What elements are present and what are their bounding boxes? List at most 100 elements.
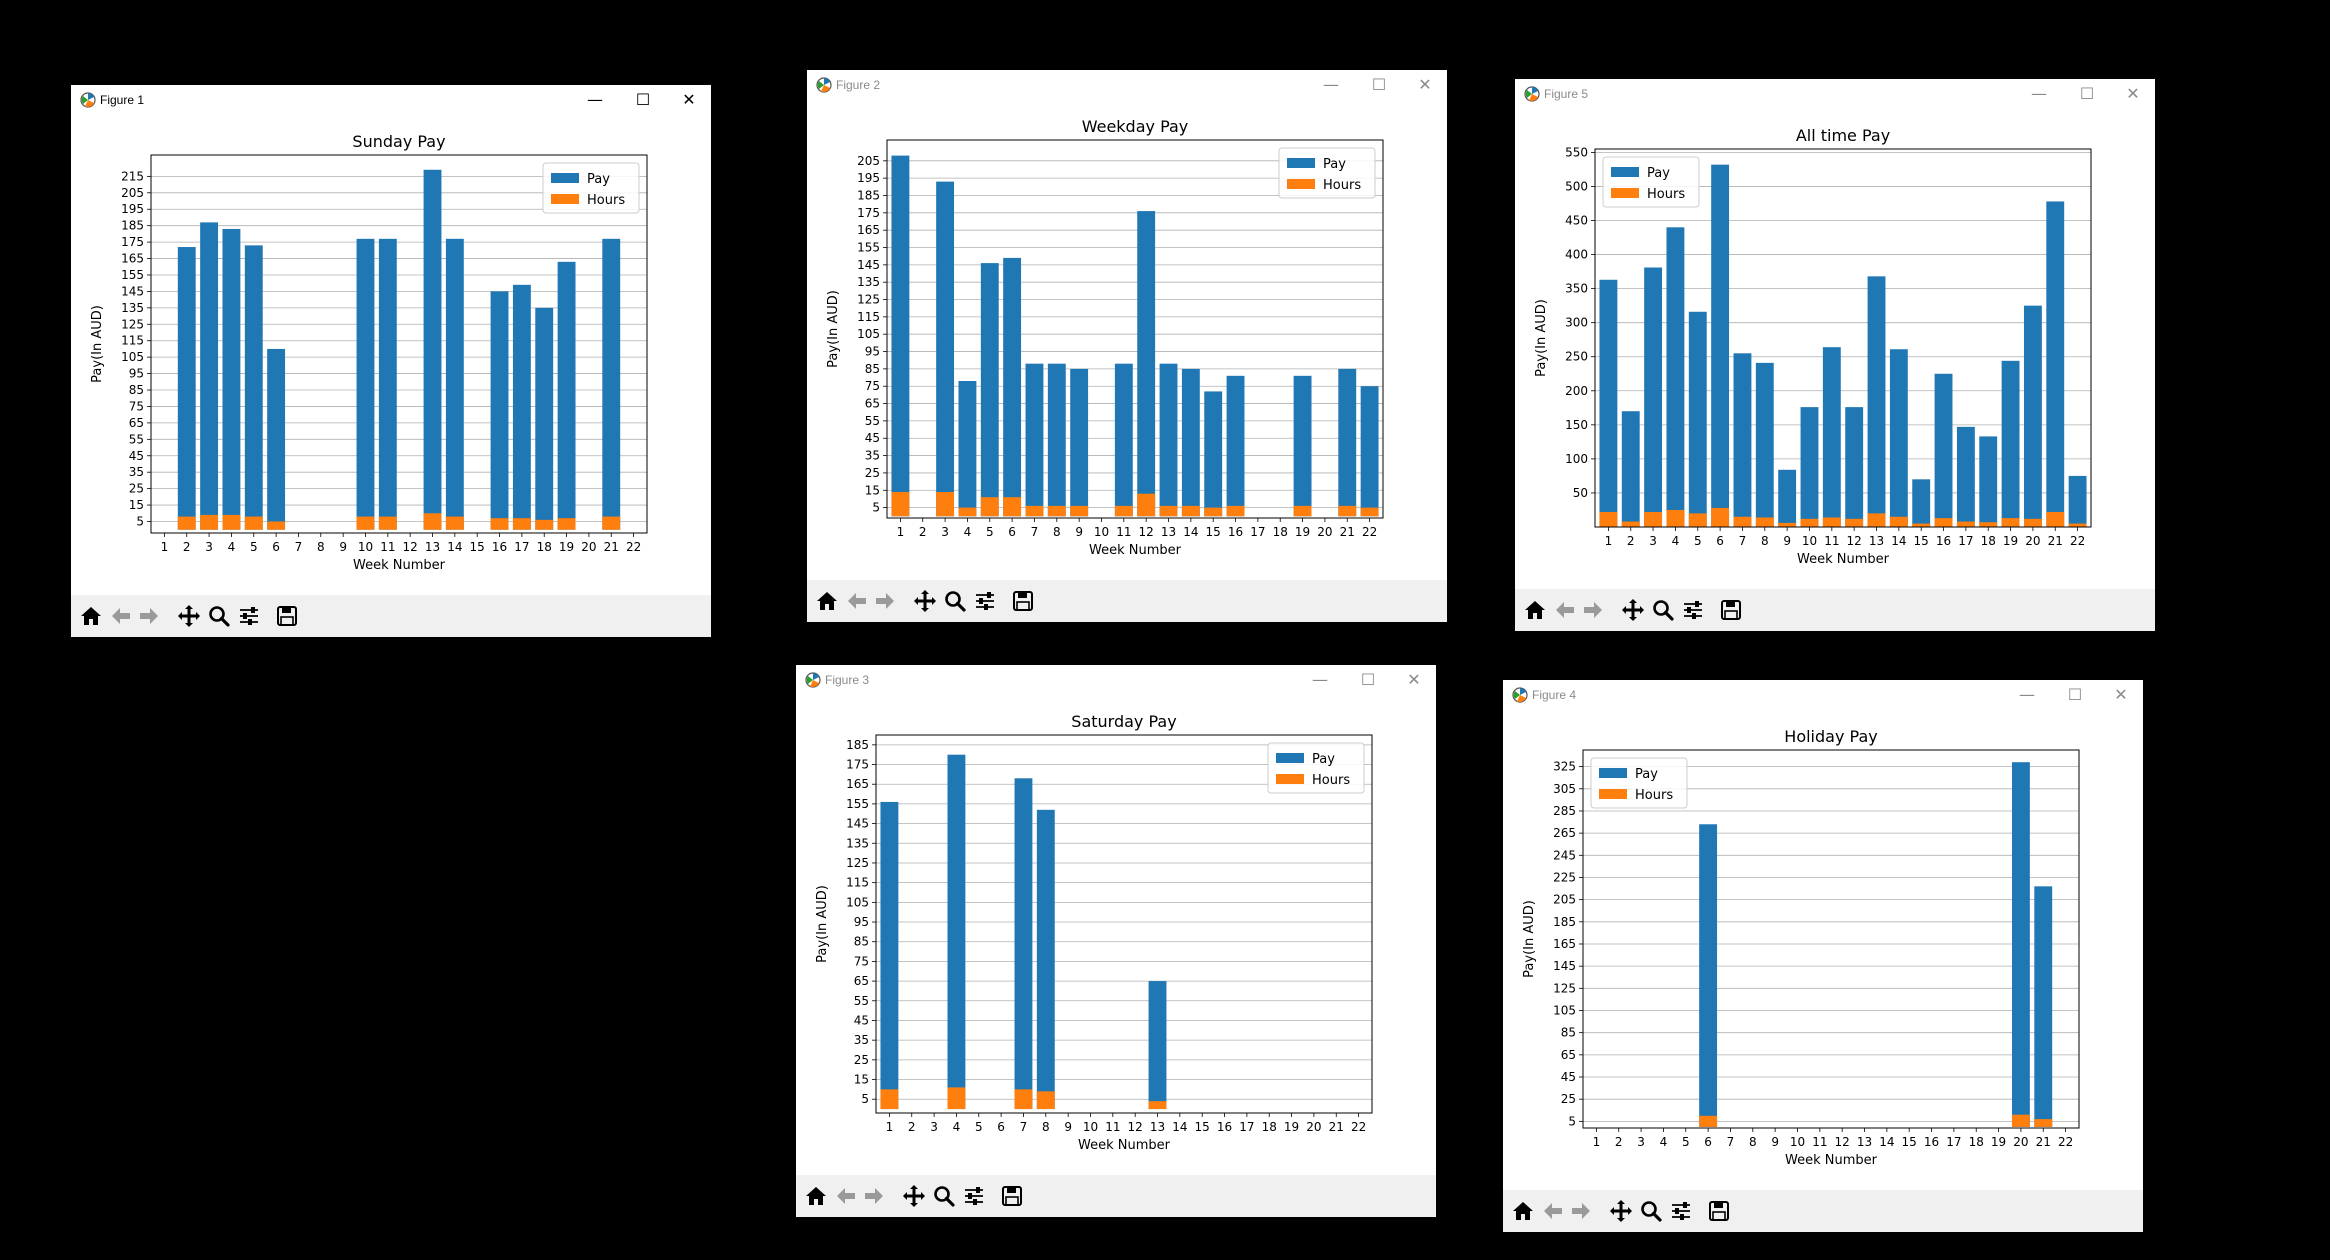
bar-hours [1934, 518, 1953, 527]
window-titlebar[interactable]: Figure 1 — ☐ ✕ [71, 85, 711, 115]
x-axis-label: Week Number [1797, 552, 1890, 567]
y-tick-label: 195 [857, 171, 880, 185]
bar-hours [2023, 518, 2042, 527]
pan-button[interactable] [175, 602, 203, 630]
forward-arrow-button[interactable] [135, 602, 163, 630]
save-button[interactable] [1009, 587, 1037, 615]
forward-arrow-button[interactable] [1579, 596, 1607, 624]
x-tick-label: 9 [339, 540, 347, 554]
configure-subplots-button[interactable] [235, 602, 263, 630]
x-tick-label: 8 [1042, 1120, 1050, 1134]
close-button[interactable]: ✕ [2126, 84, 2140, 103]
y-tick-label: 305 [1553, 782, 1576, 796]
forward-arrow-button[interactable] [1567, 1197, 1595, 1225]
close-button[interactable]: ✕ [682, 90, 696, 109]
home-button[interactable] [77, 602, 105, 630]
close-button[interactable]: ✕ [1418, 75, 1432, 94]
minimize-button[interactable]: — [2031, 84, 2047, 103]
back-arrow-button[interactable] [1539, 1197, 1567, 1225]
minimize-button[interactable]: — [1312, 670, 1328, 689]
home-button[interactable] [813, 587, 841, 615]
bar-pay [1733, 353, 1752, 527]
close-button[interactable]: ✕ [2114, 685, 2128, 704]
maximize-button[interactable]: ☐ [2079, 84, 2095, 103]
window-titlebar[interactable]: Figure 4 — ☐ ✕ [1503, 680, 2143, 710]
pan-button[interactable] [1607, 1197, 1635, 1225]
back-arrow-button[interactable] [832, 1182, 860, 1210]
y-tick-label: 185 [121, 219, 144, 233]
forward-arrow-icon [876, 593, 894, 609]
maximize-button[interactable]: ☐ [2067, 685, 2083, 704]
zoom-button[interactable] [1649, 596, 1677, 624]
x-tick-label: 12 [1139, 525, 1154, 539]
bar-hours [490, 518, 509, 530]
save-icon [1709, 1201, 1729, 1221]
home-button[interactable] [1509, 1197, 1537, 1225]
save-button[interactable] [1705, 1197, 1733, 1225]
configure-subplots-button[interactable] [971, 587, 999, 615]
save-button[interactable] [1717, 596, 1745, 624]
x-tick-label: 19 [2003, 534, 2018, 548]
bar-hours [1148, 1101, 1167, 1110]
bar-hours [1979, 522, 1998, 527]
save-button[interactable] [273, 602, 301, 630]
pan-button[interactable] [900, 1182, 928, 1210]
zoom-button[interactable] [1637, 1197, 1665, 1225]
pan-button[interactable] [911, 587, 939, 615]
window-titlebar[interactable]: Figure 3 — ☐ ✕ [796, 665, 1436, 695]
chart-canvas[interactable]: 5152535455565758595105115125135145155165… [807, 100, 1447, 580]
home-icon [81, 607, 101, 625]
y-tick-label: 25 [865, 466, 880, 480]
home-button[interactable] [802, 1182, 830, 1210]
close-button[interactable]: ✕ [1407, 670, 1421, 689]
legend-label: Hours [1312, 773, 1350, 788]
x-tick-label: 21 [1329, 1120, 1344, 1134]
save-button[interactable] [998, 1182, 1026, 1210]
minimize-button[interactable]: — [1323, 75, 1339, 94]
chart-title: All time Pay [1796, 126, 1890, 145]
back-arrow-button[interactable] [1551, 596, 1579, 624]
navigation-toolbar [1503, 1190, 2143, 1232]
chart-canvas[interactable]: 5254565851051251451651852052252452652853… [1503, 710, 2143, 1190]
maximize-button[interactable]: ☐ [1360, 670, 1376, 689]
bar-hours [1159, 505, 1178, 517]
zoom-button[interactable] [930, 1182, 958, 1210]
zoom-button[interactable] [941, 587, 969, 615]
window-titlebar[interactable]: Figure 2 — ☐ ✕ [807, 70, 1447, 100]
zoom-button[interactable] [205, 602, 233, 630]
back-arrow-button[interactable] [843, 587, 871, 615]
y-tick-label: 85 [854, 935, 869, 949]
configure-subplots-button[interactable] [960, 1182, 988, 1210]
x-tick-label: 15 [1902, 1135, 1917, 1149]
bar-pay [200, 222, 219, 530]
legend-label: Hours [1323, 178, 1361, 193]
configure-subplots-button[interactable] [1679, 596, 1707, 624]
y-tick-label: 115 [857, 310, 880, 324]
maximize-button[interactable]: ☐ [635, 90, 651, 109]
window-titlebar[interactable]: Figure 5 — ☐ ✕ [1515, 79, 2155, 109]
bar-pay [1666, 227, 1685, 527]
bar-hours [222, 514, 241, 530]
y-tick-label: 185 [857, 188, 880, 202]
bar-hours [512, 518, 531, 530]
y-tick-label: 145 [857, 258, 880, 272]
forward-arrow-button[interactable] [860, 1182, 888, 1210]
y-tick-label: 300 [1565, 316, 1588, 330]
minimize-button[interactable]: — [587, 90, 603, 109]
x-tick-label: 20 [1306, 1120, 1321, 1134]
bar-hours [2011, 1114, 2030, 1127]
chart-canvas[interactable]: 5152535455565758595105115125135145155165… [796, 695, 1436, 1175]
home-button[interactable] [1521, 596, 1549, 624]
x-tick-label: 20 [2025, 534, 2040, 548]
y-tick-label: 25 [1561, 1092, 1576, 1106]
back-arrow-button[interactable] [107, 602, 135, 630]
chart-canvas[interactable]: 5152535455565758595105115125135145155165… [71, 115, 711, 595]
maximize-button[interactable]: ☐ [1371, 75, 1387, 94]
bar-pay [2011, 762, 2030, 1127]
x-tick-label: 5 [975, 1120, 983, 1134]
pan-button[interactable] [1619, 596, 1647, 624]
configure-subplots-button[interactable] [1667, 1197, 1695, 1225]
forward-arrow-button[interactable] [871, 587, 899, 615]
minimize-button[interactable]: — [2019, 685, 2035, 704]
